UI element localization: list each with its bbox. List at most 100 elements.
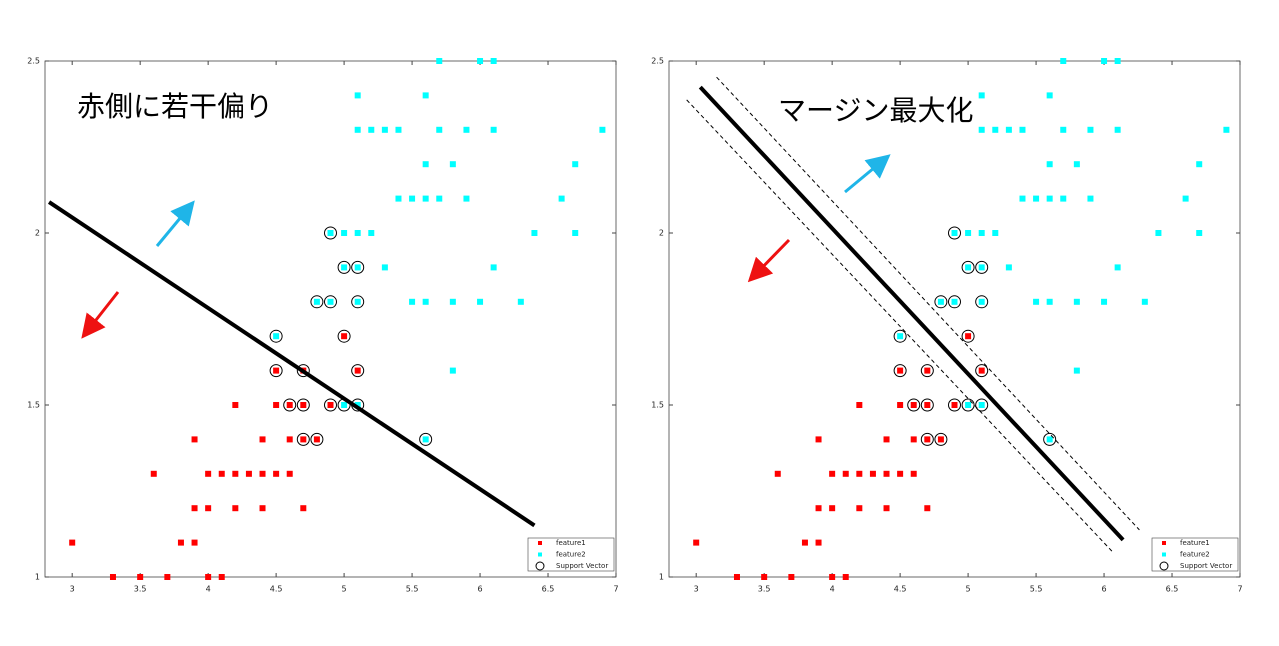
point — [409, 195, 416, 202]
point — [1114, 264, 1121, 271]
point — [422, 92, 429, 99]
y-tick-label: 2 — [35, 229, 40, 238]
point — [300, 402, 307, 408]
support-vector — [948, 398, 961, 412]
plot: 3 3.5 4 4.5 5 5.5 6 6.5 7 1 1.5 2 2.5 赤側に若干偏り feature1… — [27, 57, 618, 594]
x-tick-label: 6.5 — [1166, 585, 1179, 594]
point — [490, 58, 497, 64]
support-vector — [296, 398, 310, 412]
point — [992, 126, 999, 133]
point — [978, 126, 985, 133]
point — [1005, 126, 1012, 133]
support-vector — [351, 260, 365, 274]
point — [463, 195, 470, 202]
point — [924, 505, 931, 512]
x-tick-label: 6 — [1102, 585, 1107, 594]
point — [978, 230, 985, 236]
point — [1060, 126, 1067, 133]
point — [856, 402, 863, 408]
support-vector — [948, 226, 961, 240]
support-vector — [324, 398, 337, 412]
x-tick-label: 4.5 — [894, 585, 907, 594]
point — [978, 367, 985, 374]
point — [910, 470, 917, 477]
y-tick-label: 1 — [659, 573, 664, 582]
point — [449, 298, 456, 305]
point — [517, 298, 524, 305]
support-vector — [337, 329, 351, 343]
support-vector — [934, 295, 948, 309]
point — [924, 402, 931, 408]
point — [354, 367, 361, 374]
support-vector — [975, 364, 989, 378]
point — [477, 58, 484, 64]
point — [599, 126, 606, 133]
point — [1046, 92, 1053, 99]
x-tick-label: 6 — [478, 585, 483, 594]
point — [693, 539, 700, 546]
point — [354, 264, 361, 271]
point — [368, 126, 375, 133]
point — [490, 264, 497, 271]
point — [422, 161, 429, 168]
arrow — [155, 200, 195, 247]
point — [572, 161, 579, 168]
point — [1033, 298, 1040, 305]
point — [354, 126, 361, 133]
arrow — [747, 238, 791, 283]
point — [381, 126, 388, 133]
point — [1019, 195, 1026, 202]
arrow — [81, 291, 120, 339]
point — [436, 195, 443, 202]
annotation: 赤側に若干偏り — [77, 90, 273, 123]
support-vector — [351, 364, 365, 378]
plot: 3 3.5 4 4.5 5 5.5 6 6.5 7 1 1.5 2 2.5 マージン最大化 feature1… — [651, 57, 1242, 594]
x-tick-label: 3 — [70, 585, 75, 594]
point — [924, 436, 931, 443]
point — [531, 230, 538, 236]
point — [354, 92, 361, 99]
point — [422, 298, 429, 305]
support-vector — [975, 398, 989, 412]
point — [191, 539, 198, 546]
point — [788, 574, 795, 580]
point — [1073, 298, 1080, 305]
legend-label: Support Vector — [1180, 562, 1232, 570]
x-tick-label: 4 — [830, 585, 835, 594]
point — [1005, 264, 1012, 271]
point — [69, 539, 76, 546]
legend-label: feature2 — [1180, 551, 1210, 559]
point — [897, 367, 904, 374]
point — [368, 230, 375, 236]
y-tick-label: 2.5 — [651, 57, 664, 66]
point — [1141, 298, 1148, 305]
point — [232, 402, 239, 408]
point — [354, 298, 361, 305]
point — [951, 298, 958, 305]
support-vector — [296, 432, 310, 446]
point — [951, 402, 958, 408]
point — [801, 539, 808, 546]
point — [733, 574, 740, 580]
point — [829, 505, 836, 512]
point — [218, 470, 225, 477]
point — [965, 264, 972, 271]
arrow — [844, 154, 891, 194]
point — [1073, 161, 1080, 168]
support-vector — [893, 329, 907, 343]
legend-label: feature1 — [1180, 539, 1210, 547]
support-vector — [324, 226, 337, 240]
point — [1060, 195, 1067, 202]
support-vector — [269, 329, 283, 343]
point — [436, 126, 443, 133]
point — [815, 436, 822, 443]
legend-marker — [1159, 561, 1169, 571]
point — [300, 436, 307, 443]
point — [422, 436, 429, 443]
point — [259, 470, 266, 477]
point — [341, 230, 348, 236]
support-vector — [337, 260, 351, 274]
point — [109, 574, 116, 580]
legend-label: feature1 — [556, 539, 586, 547]
